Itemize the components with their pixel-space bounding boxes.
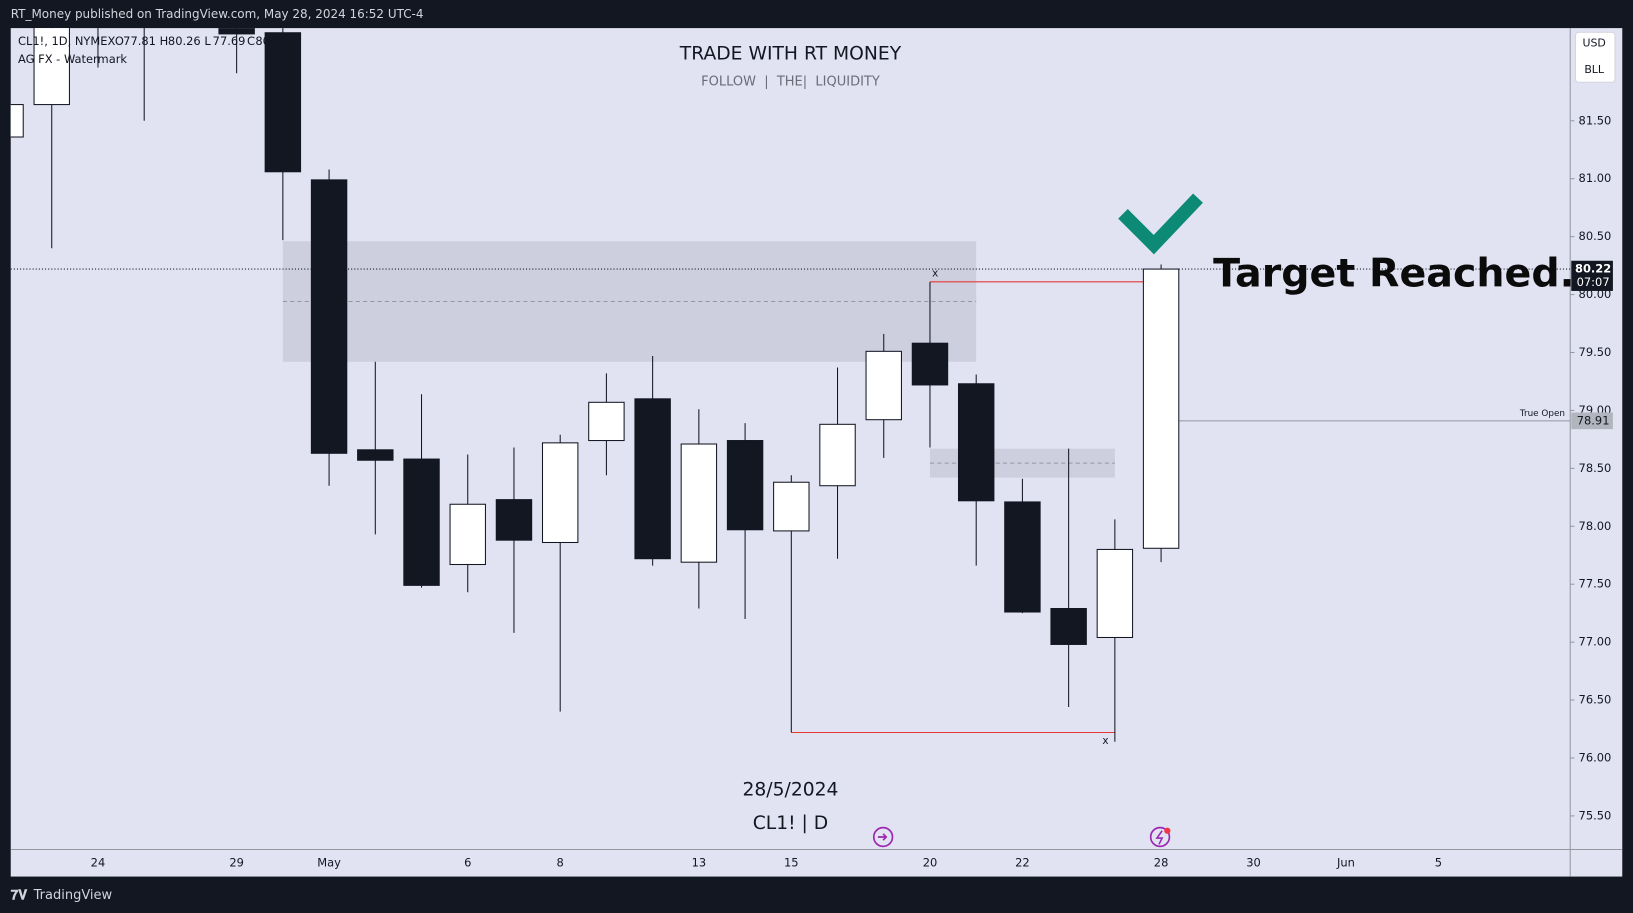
x-tick-label: 28 [1154, 856, 1169, 870]
candle-body [1050, 608, 1087, 645]
candle-body [588, 401, 625, 442]
y-tick-label: 81.50 [1579, 113, 1612, 127]
ohlc-letter: L [204, 34, 211, 48]
y-tick-label: 81.00 [1579, 171, 1612, 185]
ohlc-letter: C [247, 34, 255, 48]
candle-body [1096, 548, 1134, 639]
countdown: 07:07 [1577, 275, 1610, 289]
x-tick-label: 6 [464, 856, 471, 870]
currency-box[interactable] [1574, 31, 1616, 83]
symbol-info: CL1!, 1D, NYMEX [18, 34, 115, 48]
x-tick-label: 13 [692, 856, 707, 870]
event-icon[interactable] [872, 826, 894, 848]
ohlc-value: 77.81 [123, 34, 156, 48]
y-tick-label: 78.50 [1579, 461, 1612, 475]
candle-body [1004, 501, 1041, 613]
current-price: 80.22 [1575, 262, 1611, 276]
brand-name: TradingView [33, 888, 113, 903]
y-tick-label: 76.00 [1579, 750, 1612, 764]
ohlc-letter: O [115, 34, 124, 48]
brand-logo: 𝟕𝐕 [11, 887, 29, 903]
candle-body [495, 499, 533, 541]
candle-body [449, 503, 486, 566]
candle-body [264, 32, 302, 173]
target-annotation: Target Reached. [1213, 250, 1575, 296]
y-tick-label: 79.50 [1579, 345, 1612, 359]
y-tick-label: 75.50 [1579, 808, 1612, 822]
x-tick-label: 8 [557, 856, 564, 870]
earnings-icon[interactable] [1149, 826, 1171, 848]
candle-body [957, 383, 995, 502]
candle-body [10, 104, 24, 138]
x-tick-label: 5 [1435, 856, 1442, 870]
true-open-price-box [1571, 412, 1613, 430]
current-price-box [1571, 260, 1613, 291]
ohlc-value: 80.26 [168, 34, 201, 48]
candle-body [865, 350, 902, 421]
level-marker: x [1102, 735, 1108, 747]
candle-body [403, 458, 440, 586]
watermark-title: TRADE WITH RT MONEY [679, 44, 902, 65]
y-tick-label: 77.50 [1579, 577, 1612, 591]
indicator-name: AG FX - Watermark [18, 52, 127, 66]
candle-body [1142, 268, 1180, 549]
true-open-label: True Open [1519, 409, 1565, 419]
watermark-subtitle: FOLLOW | THE| LIQUIDITY [701, 75, 880, 90]
x-tick-label: 20 [923, 856, 938, 870]
plot-area [10, 28, 1571, 742]
x-tick-label: May [317, 856, 341, 870]
ohlc-letter: H [160, 34, 169, 48]
earnings-icon-glyph [1155, 830, 1164, 845]
y-tick-label: 80.50 [1579, 229, 1612, 243]
checkmark [1118, 193, 1203, 255]
candle-body [773, 481, 810, 532]
publish-info: RT_Money published on TradingView.com, M… [11, 7, 424, 21]
x-tick-label: 30 [1246, 856, 1261, 870]
y-tick-label: 76.50 [1579, 693, 1612, 707]
watermark-date: 28/5/2024 [742, 780, 838, 801]
earnings-dot [1164, 827, 1171, 834]
candle-body [357, 449, 394, 461]
plot-background [10, 28, 1623, 877]
currency: USD [1582, 37, 1605, 50]
candle-body [310, 179, 348, 454]
x-tick-label: 24 [91, 856, 106, 870]
level-marker: x [932, 267, 938, 279]
watermark-symbol: CL1! | D [753, 813, 829, 834]
event-icon-glyph [877, 833, 888, 841]
candle-body [541, 442, 579, 544]
ohlc-value: 77.69 [213, 34, 246, 48]
x-tick-label: 15 [784, 856, 799, 870]
unit: BLL [1584, 63, 1605, 76]
candle-body [218, 28, 255, 35]
candle-body [33, 28, 70, 106]
candle-body [634, 398, 671, 560]
y-tick-label: 78.00 [1579, 519, 1612, 533]
y-tick-label: 77.00 [1579, 635, 1612, 649]
x-tick-label: Jun [1336, 856, 1355, 870]
x-tick-label: 29 [229, 856, 244, 870]
x-tick-label: 22 [1015, 856, 1030, 870]
candle-body [680, 443, 718, 563]
candle-body [819, 423, 856, 487]
candle-body [911, 342, 949, 386]
candle-body [726, 440, 764, 531]
true-open-price: 78.91 [1577, 413, 1610, 427]
ohlc-value: 80.22 [255, 34, 288, 48]
